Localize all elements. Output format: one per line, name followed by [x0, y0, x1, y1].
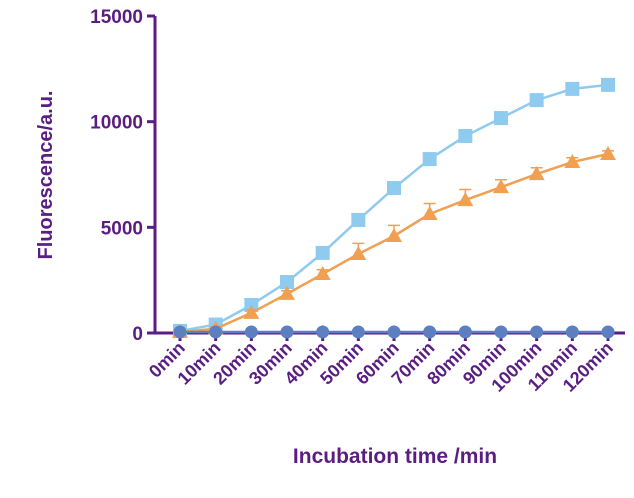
point: [601, 77, 615, 92]
point: [279, 285, 295, 300]
point: [564, 154, 581, 169]
point: [423, 325, 437, 339]
y-tick-label: 0: [132, 324, 143, 345]
point: [387, 181, 401, 196]
point: [387, 325, 401, 339]
point: [565, 81, 580, 96]
point: [528, 166, 545, 181]
point: [351, 212, 366, 227]
point: [314, 266, 331, 281]
point: [421, 206, 438, 221]
point: [458, 129, 473, 144]
point: [280, 325, 294, 339]
y-tick-label: 10000: [90, 113, 143, 134]
point: [493, 179, 509, 194]
x-axis-title: Incubation time /min: [293, 445, 497, 468]
point: [315, 245, 330, 260]
point: [529, 93, 544, 108]
point: [458, 325, 472, 339]
point: [457, 192, 474, 207]
point: [565, 325, 579, 339]
point: [244, 325, 258, 339]
y-tick-label: 5000: [101, 218, 143, 239]
point: [530, 325, 544, 339]
series-line: [179, 83, 609, 333]
point: [350, 245, 367, 260]
point: [494, 325, 508, 339]
point: [243, 304, 260, 319]
point: [601, 325, 615, 339]
point: [494, 111, 508, 126]
point: [600, 146, 616, 161]
y-axis-title: Fluorescence/a.u.: [35, 91, 57, 260]
point: [351, 325, 365, 339]
point: [316, 325, 330, 339]
series-line: [179, 152, 609, 334]
point: [209, 325, 223, 339]
y-tick-label: 15000: [90, 7, 143, 28]
point: [422, 152, 437, 167]
point: [386, 227, 402, 242]
point: [173, 325, 187, 339]
point: [280, 275, 294, 290]
